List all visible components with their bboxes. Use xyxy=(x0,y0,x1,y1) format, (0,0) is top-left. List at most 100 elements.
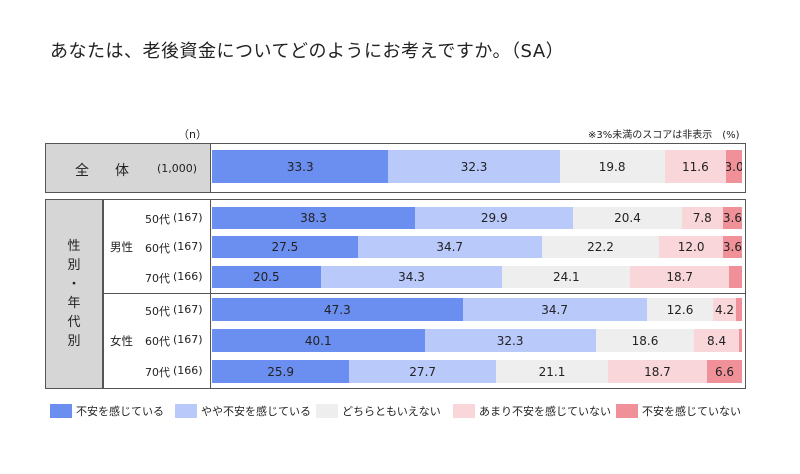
bar-value-label: 6.6 xyxy=(714,364,735,379)
bar-value-label: 7.8 xyxy=(692,211,712,225)
bar-value-label: 12.6 xyxy=(666,302,694,317)
row-n-label: (167) xyxy=(173,333,203,346)
bar-value-label: 20.5 xyxy=(252,270,280,284)
legend-item: 不安を感じている xyxy=(50,403,164,419)
bar-value-label: 32.3 xyxy=(496,333,524,348)
total-label: 全 体 xyxy=(75,163,135,179)
female-group-label: 女性 xyxy=(110,334,133,348)
bar-segment: 18.7 xyxy=(607,360,708,383)
row-n-label: (167) xyxy=(173,240,203,253)
legend-item: やや不安を感じている xyxy=(175,403,311,419)
bar-value-label: 24.1 xyxy=(552,270,580,284)
bar-value-label: 29.9 xyxy=(480,211,508,225)
bar-segment: 3.6 xyxy=(722,236,742,258)
legend-label: やや不安を感じている xyxy=(201,405,311,418)
bar-value-label: 34.3 xyxy=(398,270,425,284)
bar-segment xyxy=(738,329,742,352)
bar-segment: 19.8 xyxy=(559,150,665,183)
chart-title: あなたは、老後資金についてどのようにお考えですか。（SA） xyxy=(50,41,565,62)
total-chart-box xyxy=(210,143,746,193)
bar-segment: 34.7 xyxy=(357,236,542,258)
bar-segment: 12.6 xyxy=(646,298,714,321)
bar-segment: 20.5 xyxy=(212,266,321,288)
bar-segment: 11.6 xyxy=(664,150,727,183)
bar-segment: 3.0 xyxy=(726,150,742,183)
bar-segment: 34.7 xyxy=(462,298,647,321)
bar-value-label: 38.3 xyxy=(300,211,327,225)
bar-value-label: 22.2 xyxy=(587,240,614,254)
bar-segment xyxy=(735,298,742,321)
legend-swatch xyxy=(616,404,638,418)
legend-label: どちらともいえない xyxy=(342,405,441,418)
bar-segment: 22.2 xyxy=(541,236,660,258)
bar-value-label: 27.7 xyxy=(409,364,437,379)
n-header: （n） xyxy=(178,128,207,141)
male-group-label: 男性 xyxy=(110,240,133,254)
side-char: 別 xyxy=(67,334,81,349)
legend-item: 不安を感じていない xyxy=(616,403,741,419)
bar-value-label: 34.7 xyxy=(436,240,464,254)
total-label-box xyxy=(45,143,211,193)
bar-segment xyxy=(729,266,742,288)
side-label: 性 別 ・ 年 代 別 xyxy=(66,237,82,351)
bar-segment: 47.3 xyxy=(212,298,463,321)
bar-value-label: 20.4 xyxy=(614,211,641,225)
row-age-label: 50代 xyxy=(145,213,170,226)
legend-swatch xyxy=(453,404,475,418)
legend-swatch xyxy=(175,404,197,418)
bar-segment: 8.4 xyxy=(694,329,739,352)
label-divider xyxy=(210,199,211,389)
chart-note: ※3%未満のスコアは非表示 (%) xyxy=(588,130,740,141)
row-n-label: (166) xyxy=(173,364,203,377)
bar-value-label: 4.2 xyxy=(714,302,735,317)
row-n-label: (167) xyxy=(173,303,203,316)
bar-segment: 3.6 xyxy=(722,207,742,229)
bar-segment: 32.3 xyxy=(424,329,596,352)
side-char: 代 xyxy=(67,315,81,330)
bar-value-label: 11.6 xyxy=(681,159,709,174)
bar-value-label: 19.8 xyxy=(598,159,626,174)
legend-swatch xyxy=(50,404,72,418)
bar-value-label: 40.1 xyxy=(304,333,332,348)
bar-segment: 7.8 xyxy=(681,207,723,229)
bar-segment: 38.3 xyxy=(212,207,415,229)
legend-item: どちらともいえない xyxy=(316,403,441,419)
bar-value-label: 18.6 xyxy=(631,333,659,348)
bar-value-label: 8.4 xyxy=(707,333,727,348)
bar-value-label: 3.6 xyxy=(722,211,742,225)
bar-segment: 12.0 xyxy=(659,236,723,258)
side-char: 年 xyxy=(67,296,81,311)
bar-segment: 33.3 xyxy=(212,150,389,183)
side-char: ・ xyxy=(67,277,81,292)
row-n-label: (167) xyxy=(173,211,203,224)
bar-value-label: 47.3 xyxy=(323,302,351,317)
bar-value-label: 12.0 xyxy=(677,240,705,254)
bar-segment: 34.3 xyxy=(320,266,503,288)
bar-segment: 18.7 xyxy=(630,266,730,288)
legend-label: 不安を感じていない xyxy=(642,405,741,418)
row-age-label: 50代 xyxy=(145,305,170,318)
bar-segment: 25.9 xyxy=(212,360,350,383)
bar-value-label: 3.0 xyxy=(726,159,742,174)
row-age-label: 70代 xyxy=(145,366,170,379)
legend-swatch xyxy=(316,404,338,418)
bar-segment: 24.1 xyxy=(502,266,631,288)
breakdown-side-box xyxy=(45,199,103,389)
bar-value-label: 27.5 xyxy=(271,240,299,254)
bar-value-label: 18.7 xyxy=(666,270,694,284)
legend-item: あまり不安を感じていない xyxy=(453,403,611,419)
bar-segment: 32.3 xyxy=(388,150,560,183)
side-char: 性 xyxy=(67,239,81,254)
row-age-label: 70代 xyxy=(145,272,170,285)
bar-value-label: 18.7 xyxy=(644,364,671,379)
legend-label: あまり不安を感じていない xyxy=(479,405,611,418)
bar-segment: 21.1 xyxy=(496,360,608,383)
bar-segment: 20.4 xyxy=(573,207,682,229)
breakdown-chart-box xyxy=(103,199,746,389)
bar-segment: 6.6 xyxy=(707,360,742,383)
bar-segment: 18.6 xyxy=(595,329,695,352)
bar-value-label: 25.9 xyxy=(267,364,294,379)
bar-value-label: 3.6 xyxy=(722,240,742,254)
row-n-total: (1,000) xyxy=(157,162,198,175)
